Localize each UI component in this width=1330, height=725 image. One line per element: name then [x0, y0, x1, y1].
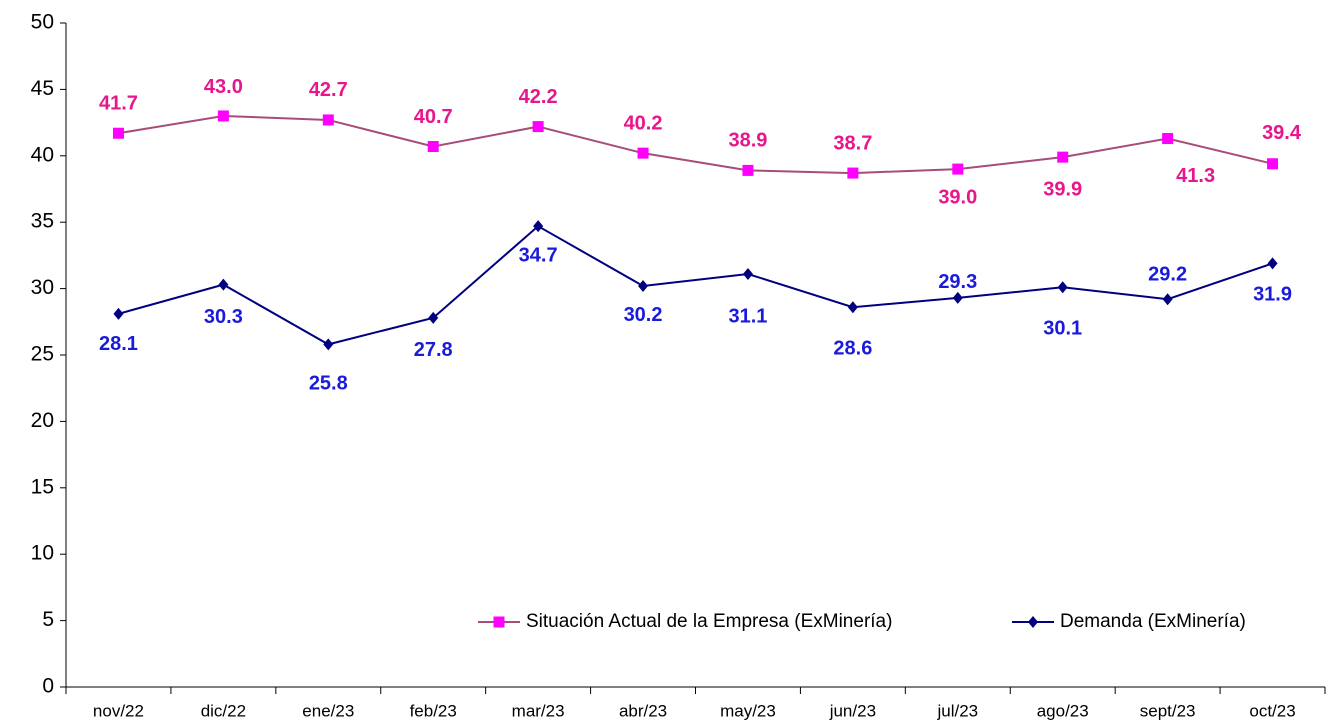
value-label: 42.7	[309, 79, 348, 101]
series-line	[118, 114, 1273, 175]
value-label: 39.0	[938, 186, 977, 208]
value-label: 30.1	[1043, 318, 1082, 340]
value-label: 38.9	[728, 130, 767, 152]
x-tick-label: jun/23	[829, 701, 876, 720]
marker	[1028, 616, 1038, 628]
marker	[1162, 133, 1174, 145]
value-label: 27.8	[414, 339, 453, 361]
marker	[112, 127, 124, 139]
marker	[638, 279, 649, 292]
x-tick-label: oct/23	[1249, 701, 1295, 720]
y-tick-label: 30	[31, 276, 54, 299]
y-tick-label: 50	[31, 11, 54, 34]
value-label: 39.4	[1262, 122, 1302, 144]
value-label: 25.8	[309, 373, 348, 395]
y-tick-label: 5	[42, 608, 54, 631]
value-label: 41.3	[1176, 165, 1215, 187]
x-tick-label: mar/23	[512, 701, 565, 720]
y-tick-label: 35	[31, 210, 54, 233]
y-tick-label: 45	[31, 77, 54, 100]
value-label: 29.2	[1148, 264, 1187, 286]
marker	[742, 267, 753, 280]
marker	[952, 291, 963, 304]
x-tick-label: ago/23	[1037, 701, 1089, 720]
value-label: 28.1	[99, 333, 138, 355]
y-tick-label: 40	[31, 143, 54, 166]
marker	[217, 110, 229, 122]
value-label: 40.2	[624, 112, 663, 134]
x-tick-label: feb/23	[410, 701, 457, 720]
value-label: 29.3	[938, 271, 977, 293]
marker	[952, 163, 964, 175]
value-label: 30.3	[204, 306, 243, 328]
marker	[1057, 151, 1069, 163]
marker	[1162, 293, 1173, 306]
marker	[428, 311, 439, 324]
value-label: 39.9	[1043, 178, 1082, 200]
x-tick-label: nov/22	[93, 701, 144, 720]
x-tick-label: sept/23	[1140, 701, 1196, 720]
series-line	[118, 224, 1273, 346]
marker	[1057, 281, 1068, 294]
value-label: 28.6	[833, 337, 872, 359]
legend-label: Demanda (ExMinería)	[1060, 611, 1246, 632]
value-label: 43.0	[204, 76, 243, 98]
y-tick-label: 10	[31, 542, 54, 565]
value-label: 31.9	[1253, 284, 1292, 306]
x-tick-label: ene/23	[302, 701, 354, 720]
x-tick-label: jul/23	[936, 701, 978, 720]
marker	[742, 164, 754, 176]
value-label: 30.2	[624, 304, 663, 326]
marker	[1267, 257, 1278, 270]
y-tick-label: 20	[31, 409, 54, 432]
y-tick-label: 25	[31, 343, 54, 366]
x-tick-label: abr/23	[619, 701, 667, 720]
y-tick-label: 15	[31, 475, 54, 498]
marker	[322, 114, 334, 126]
x-tick-label: dic/22	[201, 701, 246, 720]
marker	[323, 338, 334, 351]
value-label: 41.7	[99, 93, 138, 115]
marker	[847, 301, 858, 314]
marker	[532, 121, 544, 133]
marker	[533, 220, 544, 233]
marker	[847, 167, 859, 179]
value-label: 34.7	[519, 244, 558, 266]
y-tick-label: 0	[42, 675, 54, 698]
x-tick-label: may/23	[720, 701, 776, 720]
marker	[493, 616, 505, 628]
marker	[218, 278, 229, 291]
marker	[113, 307, 124, 320]
value-label: 31.1	[728, 305, 767, 327]
legend-label: Situación Actual de la Empresa (ExMinerí…	[526, 611, 892, 632]
value-label: 40.7	[414, 106, 453, 128]
marker	[637, 147, 649, 159]
value-label: 42.2	[519, 86, 558, 108]
value-label: 38.7	[833, 132, 872, 154]
marker	[1267, 158, 1279, 170]
marker	[427, 141, 439, 153]
